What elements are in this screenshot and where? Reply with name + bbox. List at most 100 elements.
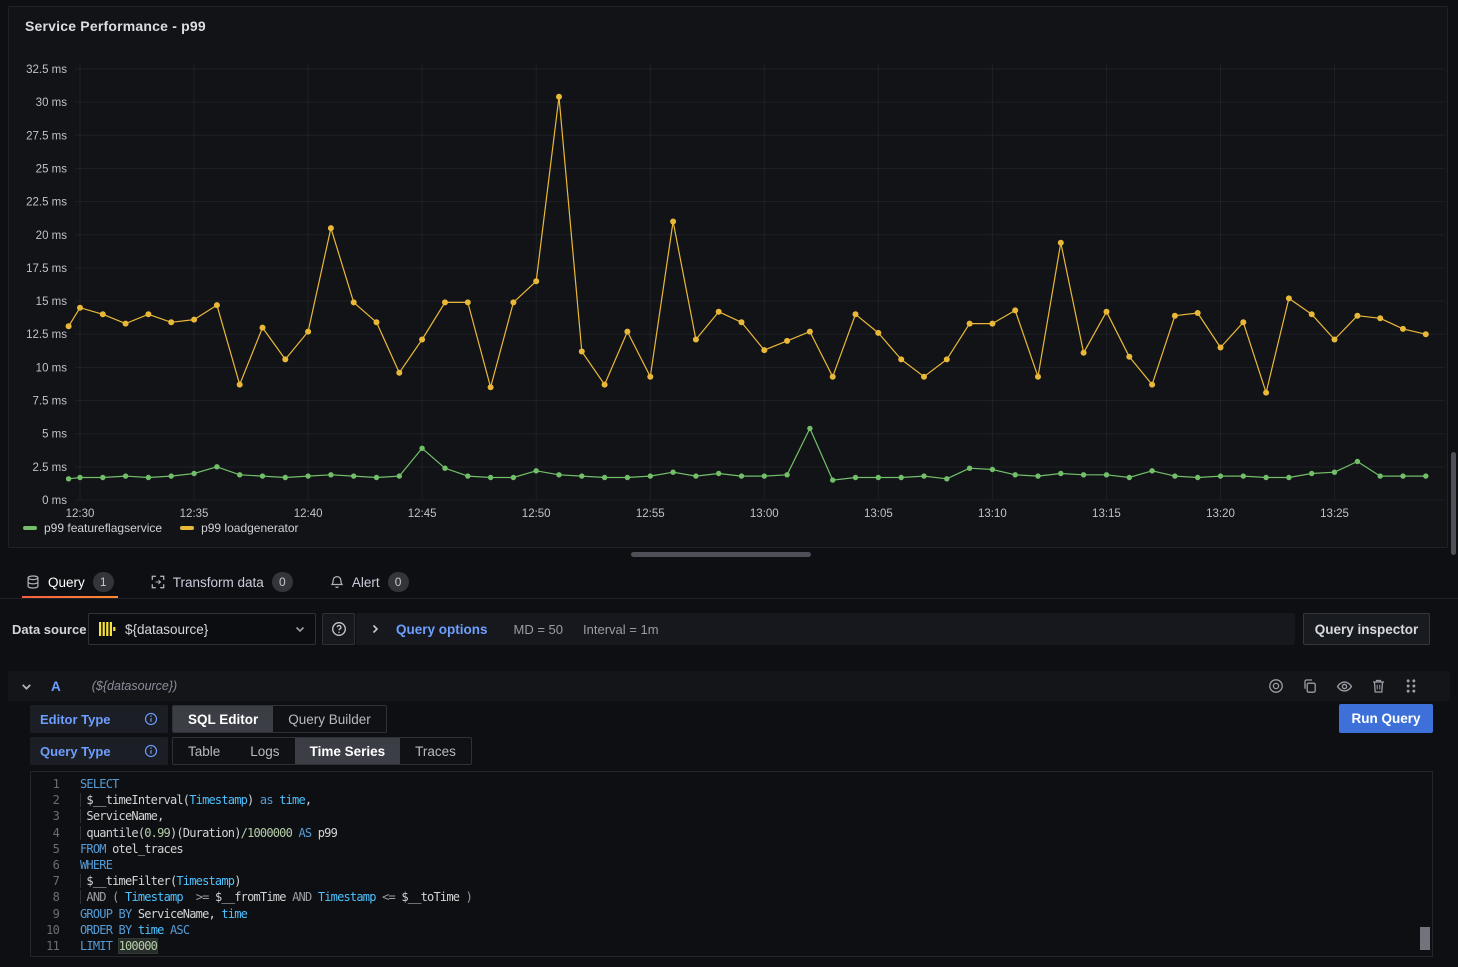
- editor-type-label-text: Editor Type: [40, 712, 111, 727]
- datasource-toolbar: Data source ${datasource}: [0, 612, 1458, 646]
- clickhouse-logo-icon: [98, 620, 116, 638]
- sql-code-lines: 1SELECT2 $__timeInterval(Timestamp) as t…: [31, 776, 1432, 954]
- editor-type-group: SQL Editor Query Builder: [172, 705, 387, 733]
- svg-text:32.5 ms: 32.5 ms: [26, 64, 67, 76]
- svg-text:2.5 ms: 2.5 ms: [32, 462, 67, 474]
- database-icon: [26, 575, 40, 589]
- run-query-button[interactable]: Run Query: [1339, 704, 1433, 733]
- legend-series-label: p99 featureflagservice: [44, 521, 162, 535]
- panel-title: Service Performance - p99: [25, 18, 206, 34]
- svg-text:13:15: 13:15: [1092, 508, 1121, 520]
- legend-series-label: p99 loadgenerator: [201, 521, 298, 535]
- svg-text:25 ms: 25 ms: [36, 163, 68, 175]
- query-type-logs[interactable]: Logs: [235, 738, 294, 764]
- query-type-label: Query Type: [30, 737, 168, 765]
- tab-alert-label: Alert: [352, 575, 380, 590]
- svg-text:30 ms: 30 ms: [36, 97, 68, 109]
- line-number: 5: [31, 841, 59, 857]
- code-line: 9GROUP BY ServiceName, time: [31, 906, 1432, 922]
- info-circle-icon[interactable]: [144, 744, 158, 758]
- datasource-picker[interactable]: ${datasource}: [88, 613, 316, 645]
- line-number: 7: [31, 873, 59, 889]
- svg-text:12:35: 12:35: [180, 508, 209, 520]
- query-row-header[interactable]: A (${datasource}): [8, 671, 1450, 701]
- svg-text:12:50: 12:50: [522, 508, 551, 520]
- code-line: 7 $__timeFilter(Timestamp): [31, 873, 1432, 889]
- svg-text:0 ms: 0 ms: [42, 495, 67, 507]
- line-number: 3: [31, 808, 59, 824]
- remove-query-trash-icon[interactable]: [1371, 678, 1386, 695]
- datasource-help-button[interactable]: [322, 613, 355, 645]
- legend-series-swatch: [23, 526, 37, 530]
- query-options-header[interactable]: Query options MD = 50 Interval = 1m: [356, 613, 1295, 645]
- editor-type-sql-editor[interactable]: SQL Editor: [173, 706, 273, 732]
- chevron-down-icon: [294, 623, 306, 635]
- svg-text:20 ms: 20 ms: [36, 230, 68, 242]
- svg-text:13:10: 13:10: [978, 508, 1007, 520]
- svg-text:13:05: 13:05: [864, 508, 893, 520]
- query-inspector-label: Query inspector: [1315, 622, 1419, 637]
- duplicate-query-icon[interactable]: [1302, 678, 1318, 695]
- editor-type-row: Editor Type SQL Editor Query Builder: [30, 705, 387, 733]
- svg-text:12:40: 12:40: [294, 508, 323, 520]
- timeseries-panel: Service Performance - p99 0 ms 2.5 ms 5 ms…: [8, 6, 1448, 548]
- drag-handle-icon[interactable]: [1404, 678, 1418, 695]
- svg-text:7.5 ms: 7.5 ms: [32, 396, 67, 408]
- query-inspector-button[interactable]: Query inspector: [1303, 613, 1430, 645]
- svg-text:12:30: 12:30: [66, 508, 95, 520]
- tab-alert-count: 0: [388, 572, 409, 592]
- svg-text:22.5 ms: 22.5 ms: [26, 197, 67, 209]
- editor-type-query-builder[interactable]: Query Builder: [273, 706, 386, 732]
- datasource-label: Data source: [12, 612, 86, 646]
- query-ref-id: A: [51, 679, 61, 694]
- tab-query[interactable]: Query 1: [24, 566, 116, 598]
- max-data-points-value: MD = 50: [514, 622, 564, 637]
- tab-alert[interactable]: Alert 0: [328, 566, 411, 598]
- chevron-down-icon[interactable]: [20, 680, 33, 693]
- vertical-scrollbar-thumb[interactable]: [1451, 452, 1456, 555]
- tab-query-label: Query: [48, 575, 85, 590]
- sql-code-editor[interactable]: 1SELECT2 $__timeInterval(Timestamp) as t…: [30, 771, 1433, 957]
- interval-value: Interval = 1m: [583, 622, 659, 637]
- line-number: 2: [31, 792, 59, 808]
- transform-icon: [151, 575, 165, 589]
- p99-timeseries-chart[interactable]: 0 ms2.5 ms5 ms7.5 ms10 ms12.5 ms15 ms17.…: [11, 43, 1447, 521]
- svg-text:10 ms: 10 ms: [36, 362, 68, 374]
- line-number: 6: [31, 857, 59, 873]
- code-line: 6WHERE: [31, 857, 1432, 873]
- horizontal-scrollbar-thumb[interactable]: [631, 552, 811, 557]
- query-type-traces[interactable]: Traces: [400, 738, 471, 764]
- tab-transform-data[interactable]: Transform data 0: [149, 566, 295, 598]
- line-number: 1: [31, 776, 59, 792]
- query-type-group: Table Logs Time Series Traces: [172, 737, 472, 765]
- info-circle-icon[interactable]: [144, 712, 158, 726]
- bell-icon: [330, 575, 344, 589]
- code-line: 2 $__timeInterval(Timestamp) as time,: [31, 792, 1432, 808]
- svg-text:15 ms: 15 ms: [36, 296, 68, 308]
- panel-edit-tabs: Query 1 Transform data 0 Alert 0: [0, 566, 1458, 599]
- line-number: 4: [31, 825, 59, 841]
- legend-item[interactable]: p99 featureflagservice: [23, 521, 162, 535]
- query-row-actions: [1268, 678, 1418, 695]
- question-circle-icon: [331, 621, 347, 637]
- record-circle-icon[interactable]: [1268, 678, 1284, 695]
- editor-scrollbar-thumb[interactable]: [1420, 927, 1430, 950]
- query-options-label: Query options: [396, 622, 488, 637]
- svg-text:12.5 ms: 12.5 ms: [26, 329, 67, 341]
- query-type-row: Query Type Table Logs Time Series Traces: [30, 737, 472, 765]
- hide-response-eye-icon[interactable]: [1336, 678, 1353, 695]
- query-row-datasource: (${datasource}): [92, 679, 177, 693]
- tab-transform-count: 0: [272, 572, 293, 592]
- code-line: 10ORDER BY time ASC: [31, 922, 1432, 938]
- svg-text:12:55: 12:55: [636, 508, 665, 520]
- query-type-time-series[interactable]: Time Series: [295, 738, 401, 764]
- line-number: 11: [31, 938, 59, 954]
- query-type-table[interactable]: Table: [173, 738, 235, 764]
- code-line: 5FROM otel_traces: [31, 841, 1432, 857]
- svg-text:13:20: 13:20: [1206, 508, 1235, 520]
- legend-series-swatch: [180, 526, 194, 530]
- line-number: 8: [31, 889, 59, 905]
- query-type-label-text: Query Type: [40, 744, 111, 759]
- legend-item[interactable]: p99 loadgenerator: [180, 521, 298, 535]
- svg-text:5 ms: 5 ms: [42, 429, 67, 441]
